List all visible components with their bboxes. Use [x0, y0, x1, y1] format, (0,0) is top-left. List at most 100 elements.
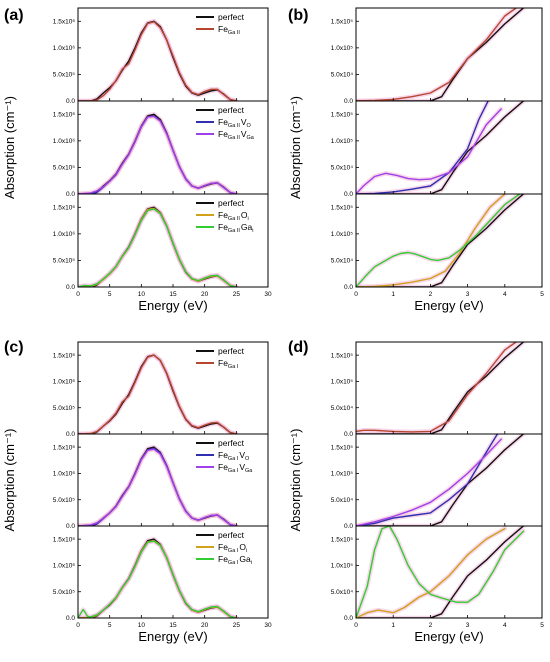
panel-letter: (c): [4, 339, 24, 356]
y-tick-label: 1.0x10⁵: [331, 379, 354, 386]
legend-entry: FeGa IIOi: [218, 210, 249, 222]
subpanel-a-1: 0.0 5.0x10⁵ 1.0x10⁶ 1.5x10⁶ perfect FeGa II: [53, 7, 269, 105]
panel-letter: (b): [288, 7, 308, 24]
y-tick-label: 5.0x10⁴: [331, 165, 354, 172]
x-tick-label: 25: [233, 622, 241, 629]
x-tick-label: 10: [138, 622, 146, 629]
x-tick-label: 0: [354, 622, 358, 629]
y-tick-label: 5.0x10⁵: [53, 589, 76, 596]
legend-text: perfect: [218, 105, 245, 115]
y-tick-label: 1.0x10⁵: [331, 231, 354, 238]
legend-text-2: V: [239, 450, 245, 460]
y-tick-label: 1.5x10⁶: [53, 444, 76, 451]
series-halo: [356, 434, 526, 526]
legend: perfect FeGa I: [196, 346, 245, 370]
x-tick-label: 0: [76, 291, 80, 298]
panel-letter: (d): [288, 339, 308, 356]
series-halo: [356, 434, 500, 526]
plot-area: [78, 19, 239, 101]
y-axis-label: Absorption (cm⁻¹): [288, 429, 303, 532]
legend-text-2: V: [241, 117, 247, 127]
series-line-vacancy_O: [356, 434, 499, 526]
plot-area: [78, 444, 239, 526]
y-tick-label: 1.0x10⁶: [53, 138, 76, 145]
series-line-vacancy_Ga: [78, 115, 238, 194]
series-line-interstitial_Ga: [78, 208, 238, 287]
series-line-substitutional: [356, 8, 517, 101]
series-line-perfect: [356, 8, 525, 101]
y-tick-label: 1.5x10⁶: [53, 111, 76, 118]
x-tick-label: 5: [540, 622, 544, 629]
y-tick-label: 1.0x10⁶: [53, 379, 76, 386]
y-tick-label: 1.5x10⁶: [53, 352, 76, 359]
legend-subscript-2: i: [252, 228, 253, 234]
plot-area: [356, 194, 526, 287]
y-tick-label: 0.0: [344, 191, 353, 198]
y-tick-label: 0.0: [66, 98, 75, 105]
y-axis-label: Absorption (cm⁻¹): [288, 96, 303, 199]
panel-d: (d) Absorption (cm⁻¹) Energy (eV) 0.0 5.0x10…: [288, 339, 544, 644]
legend-text: Fe: [218, 358, 228, 368]
y-tick-label: 1.0x10⁶: [53, 45, 76, 52]
x-tick-label: 5: [540, 291, 544, 298]
y-tick-label: 1.0x10⁶: [53, 471, 76, 478]
x-axis-label: Energy (eV): [414, 298, 483, 313]
x-tick-label: 0: [354, 291, 358, 298]
x-tick-label: 30: [264, 622, 272, 629]
panel-c: (c) Absorption (cm⁻¹) Energy (eV) 0.0 5.0x10…: [2, 339, 272, 644]
legend-entry: FeGa IOi: [218, 542, 247, 554]
series-line-perfect: [356, 342, 525, 434]
legend-subscript: Ga I: [228, 560, 239, 566]
legend-text: perfect: [218, 12, 245, 22]
legend-entry: FeGa IIGai: [218, 222, 253, 234]
y-tick-label: 0.0: [66, 431, 75, 438]
y-tick-label: 0.0: [344, 615, 353, 622]
legend-entry: FeGa IIVO: [218, 117, 252, 129]
plot-area: [78, 352, 239, 434]
plot-area: [356, 8, 526, 101]
legend-text: Fe: [218, 210, 228, 220]
y-tick-label: 5.0x10⁵: [53, 497, 76, 504]
legend-entry: FeGa IGai: [218, 554, 252, 566]
y-tick-label: 5.0x10⁴: [331, 72, 354, 79]
series-line-substitutional: [356, 342, 517, 433]
x-tick-label: 20: [201, 622, 209, 629]
x-tick-label: 15: [169, 622, 177, 629]
subpanel-frame: [355, 525, 543, 619]
subpanel-d-1: 0.0 5.0x10⁴ 1.0x10⁵ 1.5x10⁵: [331, 341, 543, 438]
legend-subscript-2: O: [245, 456, 250, 462]
y-tick-label: 0.0: [66, 523, 75, 530]
y-tick-label: 0.0: [66, 284, 75, 291]
legend-subscript: Ga I: [228, 548, 239, 554]
y-tick-label: 1.0x10⁵: [331, 563, 354, 570]
y-tick-label: 5.0x10⁵: [53, 405, 76, 412]
y-tick-label: 0.0: [344, 98, 353, 105]
legend-subscript: Ga I: [228, 364, 239, 370]
legend-text: Fe: [218, 542, 228, 552]
legend-text: Fe: [218, 117, 228, 127]
legend-text-2: O: [241, 210, 248, 220]
y-tick-label: 0.0: [66, 191, 75, 198]
panel-letter: (a): [4, 7, 24, 24]
legend-text: Fe: [218, 24, 228, 34]
x-tick-label: 2: [429, 291, 433, 298]
y-tick-label: 5.0x10⁴: [331, 405, 354, 412]
x-tick-label: 5: [108, 291, 112, 298]
subpanel-b-3: 0.0 5.0x10⁴ 1.0x10⁵ 1.5x10⁵ 0 1 2 3 4 5: [331, 193, 544, 298]
legend-subscript-2: O: [247, 123, 252, 129]
y-tick-label: 1.5x10⁶: [53, 18, 76, 25]
series-line-perfect: [78, 20, 238, 101]
panel-a: (a) Absorption (cm⁻¹) Energy (eV) 0.0 5.0x10…: [2, 7, 272, 313]
legend-subscript: Ga II: [228, 216, 240, 222]
series-halo: [356, 526, 526, 618]
series-line-perfect: [356, 434, 525, 526]
series-line-interstitial_Ga: [356, 194, 521, 287]
y-tick-label: 1.0x10⁵: [331, 45, 354, 52]
y-tick-label: 1.5x10⁶: [53, 204, 76, 211]
y-tick-label: 1.0x10⁵: [331, 471, 354, 478]
